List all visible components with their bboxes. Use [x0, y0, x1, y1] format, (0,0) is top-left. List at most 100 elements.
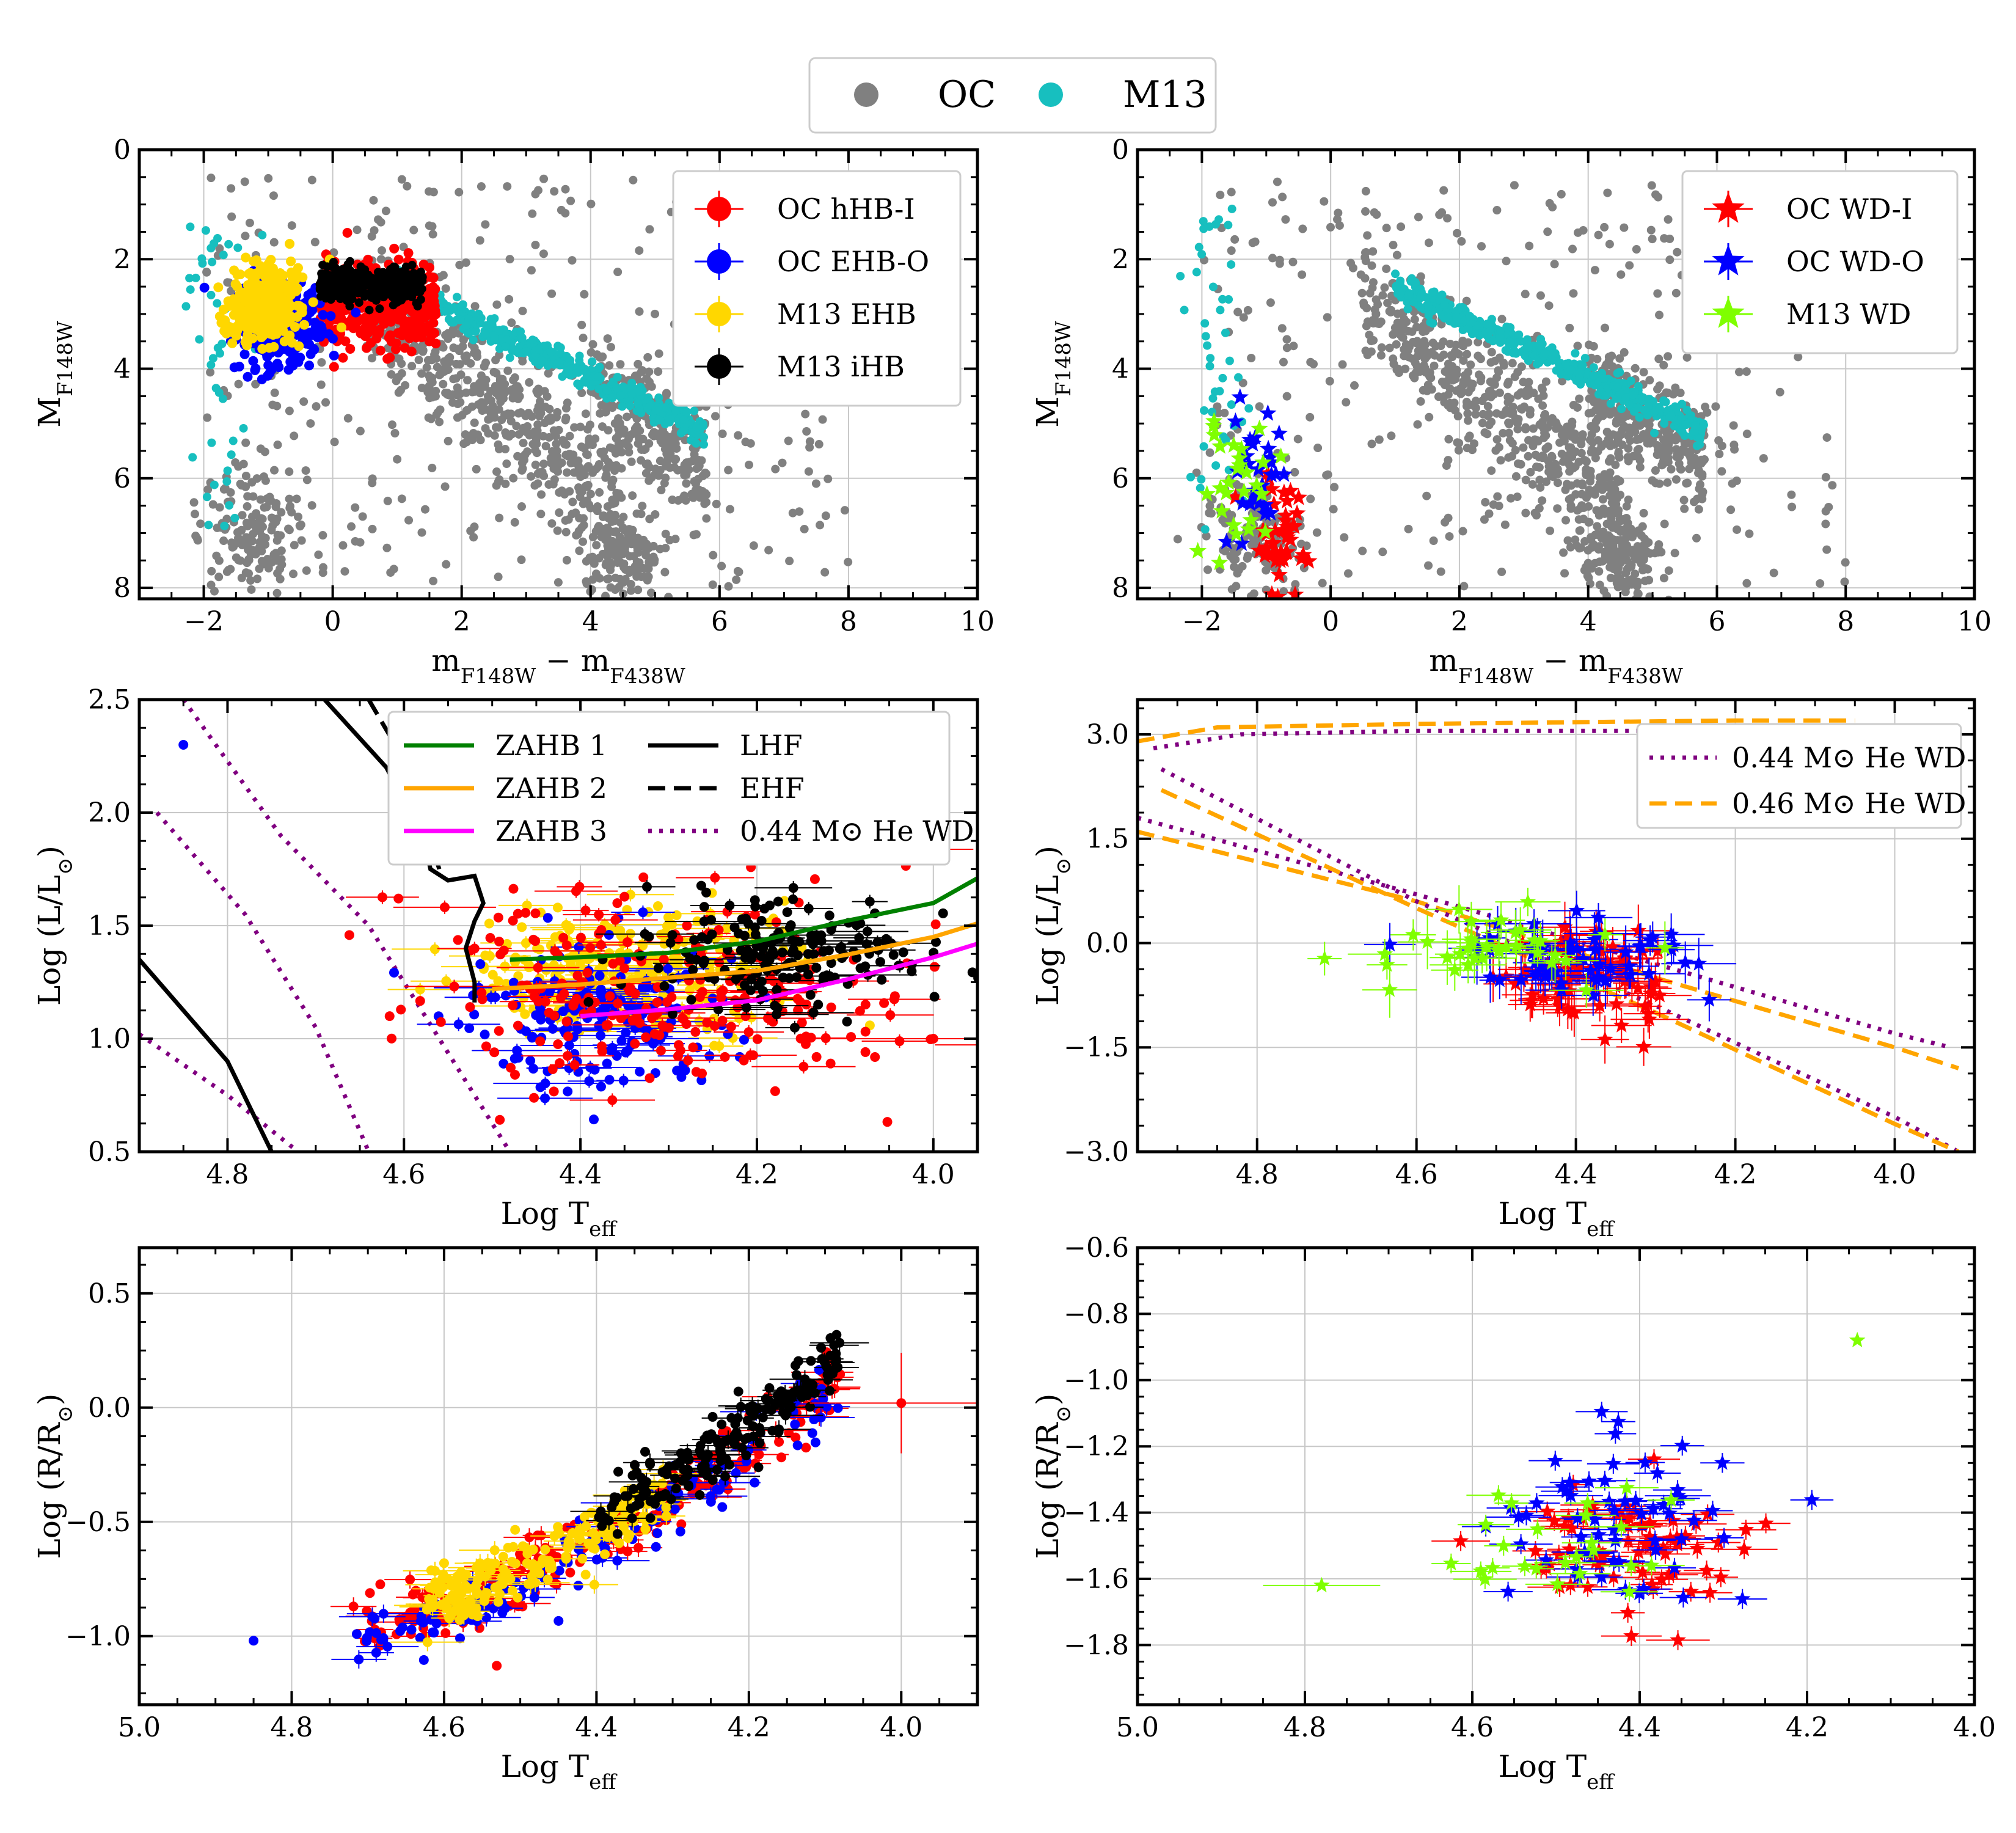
m13-star — [602, 386, 612, 395]
oc-star — [709, 551, 718, 560]
m13-ihb-star — [348, 270, 357, 279]
oc-star — [1655, 479, 1664, 488]
x-tick-label: 6 — [711, 606, 728, 637]
m13-ihb-star — [329, 257, 338, 266]
oc-ehb-o-star — [329, 350, 339, 360]
oc-star — [579, 521, 588, 530]
m13-star — [660, 403, 670, 412]
oc-star — [270, 466, 279, 475]
oc-star — [1442, 461, 1451, 470]
oc-star — [287, 221, 296, 230]
oc-star — [611, 573, 620, 582]
oc-star — [1584, 518, 1593, 527]
oc-star — [1676, 465, 1685, 474]
oc-hhb-i-star — [389, 307, 399, 318]
oc-star — [800, 524, 809, 533]
oc-star — [1403, 346, 1412, 355]
oc-star — [488, 401, 497, 411]
oc-star — [245, 218, 254, 227]
x-tick-label: 2 — [453, 606, 470, 637]
oc-star — [426, 414, 436, 423]
y-tick-label: 6 — [114, 463, 131, 494]
oc-star — [1368, 284, 1377, 293]
m13-star — [612, 383, 621, 392]
oc-star — [1371, 309, 1381, 318]
oc-star — [397, 175, 406, 184]
oc-star — [317, 358, 326, 367]
oc-star — [671, 535, 680, 544]
oc-star — [356, 426, 365, 436]
oc-star — [1485, 409, 1494, 419]
oc-star — [671, 455, 680, 464]
oc-star — [494, 440, 503, 449]
oc-star — [565, 431, 574, 441]
oc-star — [1604, 353, 1613, 362]
oc-star — [592, 541, 601, 550]
oc-star — [734, 431, 743, 440]
oc-star — [1530, 435, 1539, 444]
oc-ehb-o-star — [307, 290, 317, 300]
oc-star — [1478, 397, 1487, 406]
m13-ehb-star — [269, 342, 279, 352]
oc-star — [1601, 362, 1610, 371]
m13-star — [206, 290, 216, 299]
oc-star — [425, 393, 434, 403]
oc-star — [805, 437, 814, 446]
oc-star — [469, 533, 478, 542]
oc-star — [1645, 576, 1654, 585]
oc-star — [662, 389, 671, 398]
oc-star — [1453, 412, 1463, 421]
oc-star — [509, 390, 518, 399]
oc-star — [1502, 257, 1511, 266]
m13-ihb-star — [378, 276, 387, 285]
oc-star — [243, 502, 252, 511]
oc-star — [1650, 549, 1659, 558]
oc-star — [1557, 189, 1566, 199]
oc-star — [439, 343, 448, 352]
oc-star — [602, 470, 611, 480]
m13-star — [477, 313, 486, 323]
oc-star — [802, 427, 811, 436]
oc-star — [1401, 364, 1410, 373]
oc-star — [615, 489, 624, 499]
oc-star — [1543, 227, 1552, 236]
oc-star — [1711, 402, 1720, 411]
oc-star — [277, 508, 286, 517]
oc-star — [1554, 423, 1563, 433]
oc-star — [1494, 367, 1503, 376]
oc-star — [425, 221, 434, 230]
oc-star — [277, 555, 286, 564]
oc-star — [1424, 561, 1433, 570]
oc-star — [1400, 315, 1409, 324]
m13-ehb-star — [221, 328, 232, 338]
oc-star — [1416, 397, 1425, 406]
oc-star — [189, 498, 199, 507]
oc-star — [1380, 283, 1389, 292]
m13-star — [517, 333, 527, 342]
m13-ehb-star — [336, 322, 346, 332]
oc-star — [1614, 447, 1623, 456]
oc-star — [1664, 447, 1673, 456]
oc-star — [1373, 319, 1382, 328]
oc-hhb-i-star — [403, 248, 414, 258]
oc-star — [1422, 491, 1431, 500]
m13-star — [522, 347, 531, 356]
oc-star — [1525, 406, 1535, 415]
oc-star — [1620, 348, 1629, 357]
legend-marker — [707, 249, 731, 274]
m13-star — [651, 406, 660, 415]
m13-ehb-star — [253, 307, 263, 317]
oc-star — [746, 439, 755, 448]
m13-star — [616, 390, 626, 400]
oc-star — [1357, 288, 1367, 298]
oc-star — [481, 220, 490, 229]
oc-star — [1293, 434, 1302, 444]
oc-star — [480, 362, 489, 371]
oc-ehb-o-star — [295, 353, 305, 363]
m13-star — [191, 273, 200, 282]
oc-star — [645, 367, 654, 376]
oc-star — [1463, 409, 1472, 418]
oc-hhb-i-star — [384, 332, 394, 343]
oc-star — [1632, 582, 1642, 591]
